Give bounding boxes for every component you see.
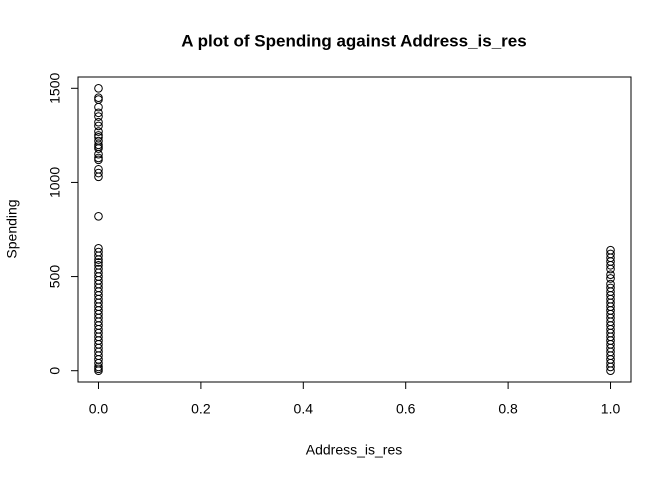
point <box>94 251 103 261</box>
point <box>94 117 103 127</box>
point <box>94 364 103 374</box>
point <box>606 366 615 376</box>
point <box>94 172 103 182</box>
point <box>94 168 103 178</box>
point <box>606 362 615 372</box>
point <box>94 155 103 165</box>
point <box>606 264 615 274</box>
point <box>94 149 103 159</box>
point <box>94 366 103 376</box>
point <box>94 83 103 93</box>
point <box>606 260 615 270</box>
x-axis-label: Address_is_res <box>306 442 403 458</box>
x-tick-label: 0.2 <box>191 401 211 417</box>
point <box>94 102 103 112</box>
x-tick-label: 1.0 <box>601 401 621 417</box>
point <box>94 142 103 151</box>
point <box>606 270 615 279</box>
point <box>94 95 103 104</box>
point <box>94 258 103 267</box>
y-tick-label: 0 <box>47 367 63 375</box>
x-tick-label: 0.6 <box>396 401 416 417</box>
point <box>94 127 103 136</box>
x-tick-label: 0.8 <box>498 401 518 417</box>
point <box>94 121 103 131</box>
point <box>94 112 103 121</box>
chart-title: A plot of Spending against Address_is_re… <box>181 31 526 50</box>
point <box>94 108 103 118</box>
y-axis-label: Spending <box>4 199 20 258</box>
y-tick-label: 1500 <box>47 73 63 104</box>
point <box>606 274 615 283</box>
y-tick-label: 500 <box>47 265 63 289</box>
x-tick-label: 0.0 <box>89 401 109 417</box>
plot-box <box>77 76 632 383</box>
x-tick-label: 0.4 <box>294 401 314 417</box>
point <box>94 255 103 264</box>
point <box>94 144 103 153</box>
point <box>94 212 103 221</box>
y-tick-label: 1000 <box>47 167 63 198</box>
point <box>94 93 103 103</box>
